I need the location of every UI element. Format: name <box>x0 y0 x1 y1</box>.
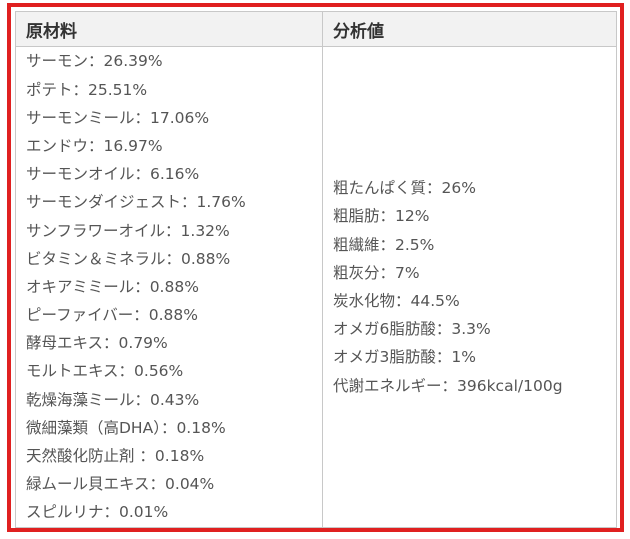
analysis-item: オメガ6脂肪酸：3.3% <box>333 320 491 339</box>
ingredient-item: 乾燥海藻ミール：0.43% <box>26 390 200 409</box>
analysis-list: 粗たんぱく質：26% 粗脂肪：12% 粗繊維：2.5% 粗灰分：7% 炭水化物：… <box>333 174 616 400</box>
ingredient-item: ビタミン＆ミネラル：0.88% <box>26 249 231 268</box>
analysis-item: 代謝エネルギー：396kcal/100g <box>333 376 563 395</box>
ingredient-item: 天然酸化防止剤 ：0.18% <box>26 447 205 466</box>
ingredient-item: サーモンオイル：6.16% <box>26 165 200 184</box>
ingredient-item: サーモンミール：17.06% <box>26 108 210 127</box>
ingredient-item: ピーファイバー：0.88% <box>26 306 199 325</box>
ingredient-item: サーモン：26.39% <box>26 52 163 71</box>
ingredient-item: 酵母エキス：0.79% <box>26 334 168 353</box>
analysis-item: 粗繊維：2.5% <box>333 235 435 254</box>
ingredient-item: ポテト：25.51% <box>26 80 148 99</box>
ingredients-analysis-table: 原材料 分析値 サーモン：26.39% ポテト：25.51% サーモンミール：1… <box>15 11 617 528</box>
ingredients-list: サーモン：26.39% ポテト：25.51% サーモンミール：17.06% エン… <box>26 47 322 526</box>
spec-frame: 原材料 分析値 サーモン：26.39% ポテト：25.51% サーモンミール：1… <box>7 3 624 532</box>
ingredients-cell: サーモン：26.39% ポテト：25.51% サーモンミール：17.06% エン… <box>15 46 323 528</box>
analysis-item: オメガ3脂肪酸：1% <box>333 348 476 367</box>
ingredient-item: オキアミミール：0.88% <box>26 277 199 296</box>
header-row: 原材料 分析値 <box>15 11 617 47</box>
ingredients-header: 原材料 <box>15 11 323 47</box>
ingredient-item: サーモンダイジェスト：1.76% <box>26 193 246 212</box>
ingredient-item: スピルリナ：0.01% <box>26 503 169 522</box>
analysis-header: 分析値 <box>322 11 617 47</box>
ingredient-item: エンドウ：16.97% <box>26 136 163 155</box>
analysis-item: 粗脂肪：12% <box>333 207 430 226</box>
ingredient-item: モルトエキス：0.56% <box>26 362 184 381</box>
analysis-item: 粗灰分：7% <box>333 263 420 282</box>
ingredient-item: 緑ムール貝エキス：0.04% <box>26 475 215 494</box>
content-row: サーモン：26.39% ポテト：25.51% サーモンミール：17.06% エン… <box>15 46 617 528</box>
analysis-item: 粗たんぱく質：26% <box>333 179 476 198</box>
analysis-cell: 粗たんぱく質：26% 粗脂肪：12% 粗繊維：2.5% 粗灰分：7% 炭水化物：… <box>322 46 617 528</box>
ingredient-item: サンフラワーオイル：1.32% <box>26 221 230 240</box>
ingredient-item: 微細藻類（高DHA）：0.18% <box>26 418 226 437</box>
analysis-item: 炭水化物：44.5% <box>333 292 460 310</box>
